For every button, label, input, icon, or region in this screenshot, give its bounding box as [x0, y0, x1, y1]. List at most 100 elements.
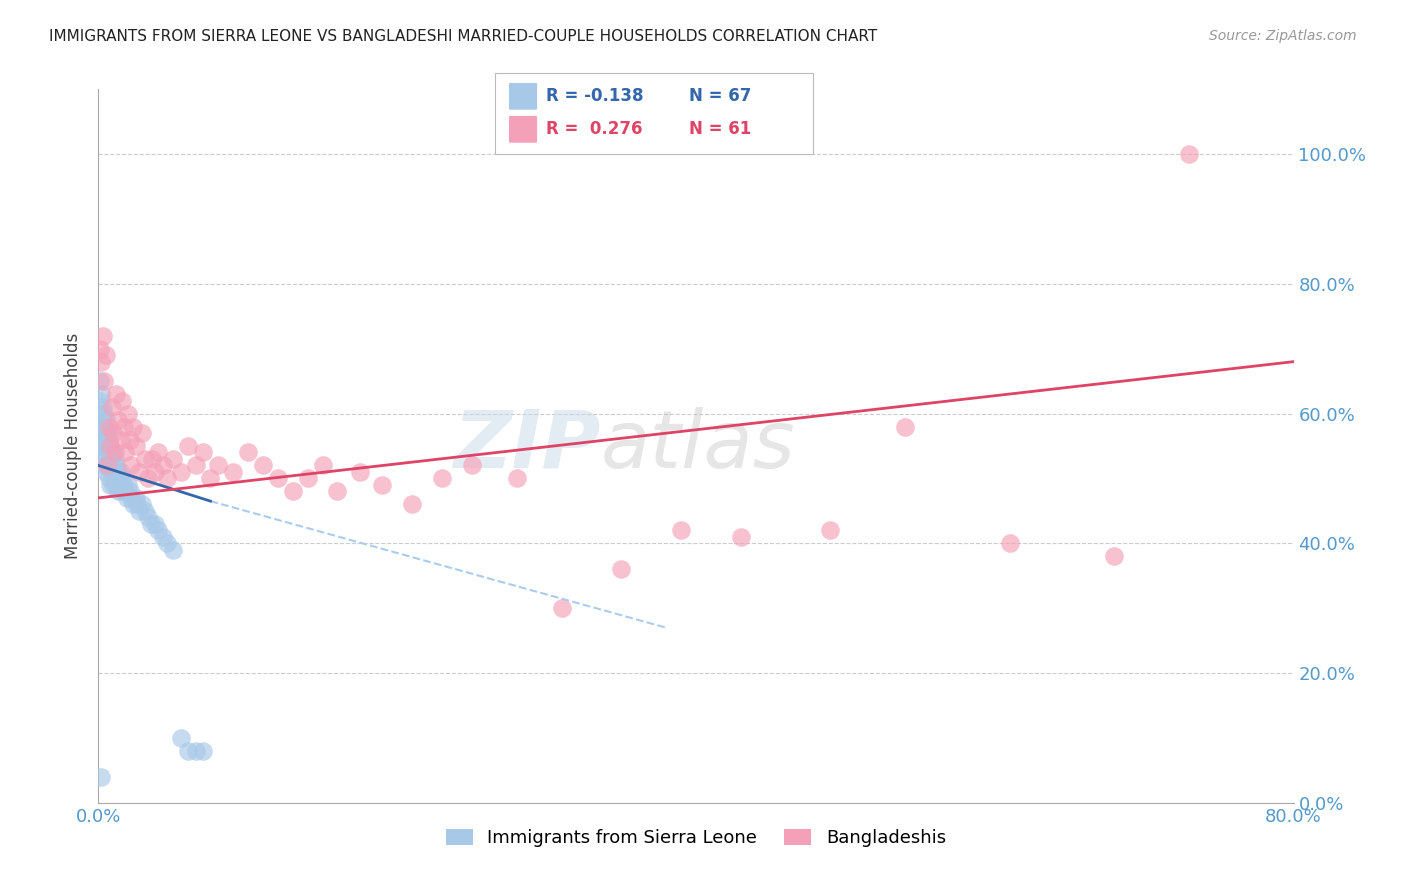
Point	[91, 433, 114, 447]
Point	[98, 458, 122, 473]
Point	[110, 433, 132, 447]
Point	[297, 471, 319, 485]
Text: R = -0.138: R = -0.138	[546, 87, 643, 105]
Point	[371, 478, 394, 492]
Point	[98, 439, 122, 453]
Point	[669, 524, 692, 538]
Point	[125, 439, 148, 453]
Point	[148, 524, 170, 538]
Point	[120, 458, 142, 473]
Point	[98, 478, 122, 492]
Point	[222, 465, 245, 479]
Point	[90, 354, 112, 368]
Point	[93, 439, 115, 453]
Point	[96, 458, 118, 473]
Point	[311, 458, 333, 473]
Point	[104, 471, 127, 485]
Point	[98, 439, 122, 453]
Point	[93, 458, 115, 473]
Point	[401, 497, 423, 511]
Point	[94, 348, 117, 362]
Point	[94, 445, 117, 459]
Point	[156, 471, 179, 485]
Point	[121, 497, 143, 511]
Point	[94, 425, 117, 440]
Point	[207, 458, 229, 473]
Text: IMMIGRANTS FROM SIERRA LEONE VS BANGLADESHI MARRIED-COUPLE HOUSEHOLDS CORRELATIO: IMMIGRANTS FROM SIERRA LEONE VS BANGLADE…	[49, 29, 877, 44]
Point	[162, 452, 184, 467]
Point	[91, 452, 114, 467]
Point	[97, 452, 120, 467]
Point	[107, 465, 129, 479]
Point	[200, 471, 222, 485]
Point	[162, 542, 184, 557]
Point	[191, 445, 214, 459]
Point	[96, 425, 118, 440]
Point	[108, 471, 131, 485]
Point	[128, 465, 150, 479]
Point	[136, 510, 159, 524]
Point	[93, 374, 115, 388]
Point	[169, 731, 191, 745]
Point	[1104, 549, 1126, 564]
Point	[97, 419, 120, 434]
Point	[96, 439, 118, 453]
Point	[91, 419, 114, 434]
Point	[131, 425, 153, 440]
Point	[101, 445, 124, 459]
Point	[143, 516, 166, 531]
Point	[114, 484, 136, 499]
Point	[177, 744, 200, 758]
Point	[349, 465, 371, 479]
Point	[110, 484, 132, 499]
Point	[94, 413, 117, 427]
Point	[128, 504, 150, 518]
Point	[93, 407, 115, 421]
Point	[90, 387, 112, 401]
Point	[90, 407, 112, 421]
Point	[90, 425, 112, 440]
Point	[184, 458, 207, 473]
Point	[96, 458, 118, 473]
Point	[125, 491, 148, 505]
Point	[117, 478, 139, 492]
Point	[177, 439, 200, 453]
Text: N = 61: N = 61	[689, 120, 751, 138]
Text: R =  0.276: R = 0.276	[546, 120, 643, 138]
Point	[730, 530, 752, 544]
Point	[111, 393, 134, 408]
Point	[107, 484, 129, 499]
Point	[104, 452, 127, 467]
Point	[143, 465, 166, 479]
Point	[326, 484, 349, 499]
Point	[152, 530, 174, 544]
Point	[134, 452, 156, 467]
Point	[267, 471, 290, 485]
Point	[97, 471, 120, 485]
Point	[89, 419, 111, 434]
Point	[111, 471, 134, 485]
Point	[103, 425, 125, 440]
Point	[152, 458, 174, 473]
Point	[90, 439, 112, 453]
Point	[136, 471, 159, 485]
Point	[461, 458, 484, 473]
Point	[118, 484, 141, 499]
Point	[97, 433, 120, 447]
Point	[118, 433, 141, 447]
Point	[89, 342, 111, 356]
Point	[94, 465, 117, 479]
Point	[105, 458, 128, 473]
Point	[550, 601, 572, 615]
Point	[610, 562, 633, 576]
Point	[131, 497, 153, 511]
Text: Source: ZipAtlas.com: Source: ZipAtlas.com	[1209, 29, 1357, 43]
Point	[89, 393, 111, 408]
Point	[252, 458, 274, 473]
Point	[110, 465, 132, 479]
Point	[104, 445, 127, 459]
Point	[156, 536, 179, 550]
Point	[236, 445, 259, 459]
Point	[121, 419, 143, 434]
Point	[101, 465, 124, 479]
